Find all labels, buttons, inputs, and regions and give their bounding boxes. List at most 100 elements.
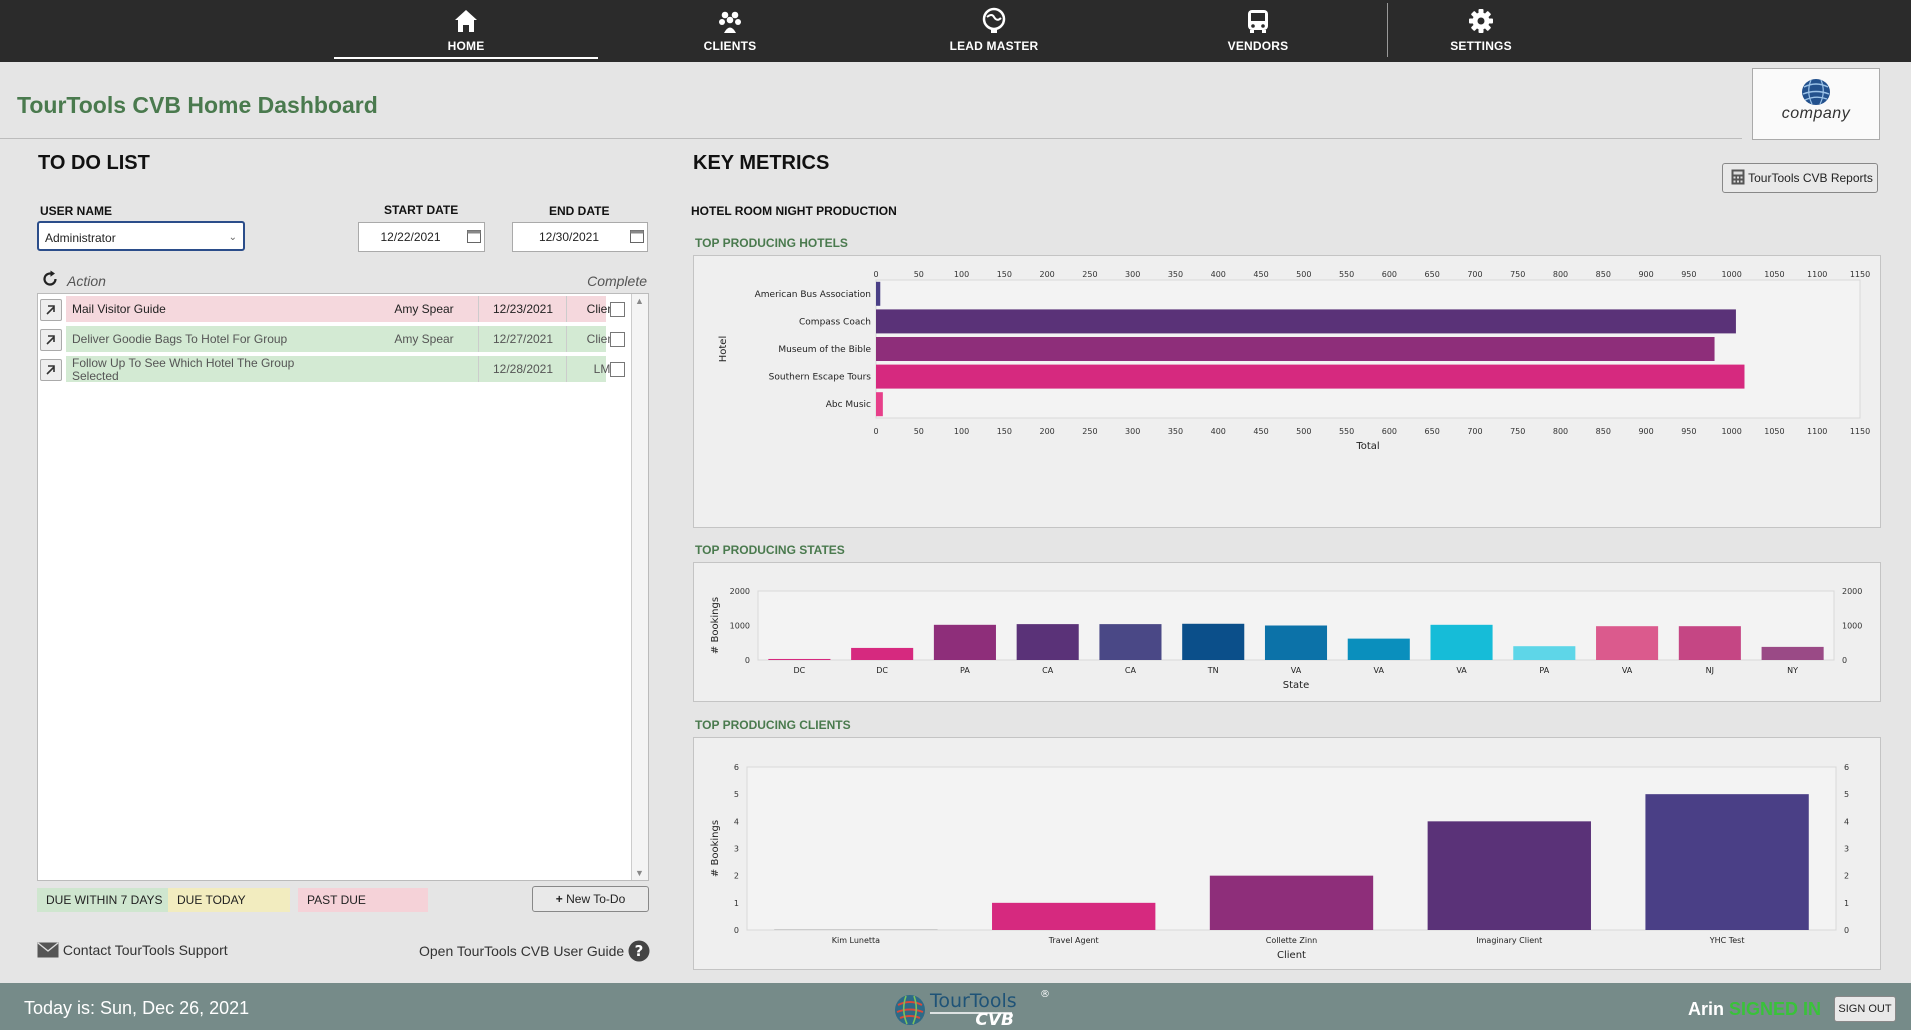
x-tick-label-top: 450 [1253,270,1268,279]
y-tick-label: 3 [734,845,739,854]
complete-checkbox[interactable] [610,362,625,377]
hotels-chart: 0 0 50 50 100 100 150 150 200 200 250 250 300 300 350 3… [718,270,1870,452]
nav-home-label: HOME [447,39,485,53]
todo-assignee [372,356,476,382]
x-tick-label: 1100 [1807,427,1827,436]
x-tick-label: 300 [1125,427,1140,436]
x-tick-label-top: 1000 [1721,270,1741,279]
globe-icon [1802,79,1830,105]
nav-vendors[interactable]: VENDORS [1126,0,1390,62]
x-tick-label-top: 1050 [1764,270,1784,279]
refresh-icon[interactable] [41,270,59,288]
calendar-icon[interactable] [466,228,482,244]
end-date-field[interactable]: 12/30/2021 [512,222,648,252]
key-metrics-heading: KEY METRICS [693,152,830,174]
todo-scrollbar[interactable]: ▲ ▼ [631,294,648,880]
signed-in-status: Arin SIGNED IN [1688,999,1821,1020]
y-axis-label: # Bookings [710,597,721,654]
bar [1264,625,1328,660]
nav-lead-master[interactable]: LEAD MASTER [862,0,1126,62]
y-tick-label: 2 [734,872,739,881]
nav-clients[interactable]: CLIENTS [598,0,862,62]
complete-checkbox[interactable] [610,302,625,317]
open-item-icon[interactable] [40,329,62,351]
bar [933,624,996,660]
reports-button-label: TourTools CVB Reports [1748,171,1873,185]
nav-vendors-label: VENDORS [1227,39,1289,53]
nav-settings-label: SETTINGS [1450,39,1512,53]
nav-settings[interactable]: SETTINGS [1349,0,1613,62]
mail-icon [37,942,59,958]
help-icon: ? [628,940,650,962]
nav-clients-label: CLIENTS [703,39,757,53]
status-bar: Today is: Sun, Dec 26, 2021 TourTools CV… [0,983,1911,1030]
scroll-up-icon[interactable]: ▲ [635,296,644,306]
start-date-label: START DATE [384,203,459,217]
todo-row[interactable]: Follow Up To See Which Hotel The Group S… [38,356,632,384]
y-tick-label: 0 [745,656,750,665]
hotels-chart-panel: 0 0 50 50 100 100 150 150 200 200 250 250 300 300 350 3… [693,255,1881,528]
end-date-value: 12/30/2021 [538,230,600,244]
user-guide-link[interactable]: Open TourTools CVB User Guide ? [419,940,650,962]
x-tick-label-top: 850 [1596,270,1611,279]
y-tick-label-right: 4 [1844,817,1849,826]
x-axis-label: State [1283,680,1309,691]
x-tick-label-top: 250 [1082,270,1097,279]
x-tick-label: 350 [1168,427,1183,436]
calendar-icon[interactable] [629,228,645,244]
open-item-icon[interactable] [40,359,62,381]
x-tick-label-top: 550 [1339,270,1354,279]
y-tick-label-right: 3 [1844,845,1849,854]
x-tick-label-top: 1150 [1850,270,1870,279]
contact-support-link[interactable]: Contact TourTools Support [37,942,228,958]
bar [1016,624,1079,660]
y-tick-label-right: 5 [1844,790,1849,799]
x-tick-label: 850 [1596,427,1611,436]
page-title: TourTools CVB Home Dashboard [17,92,378,118]
sign-out-button[interactable]: SIGN OUT [1834,996,1896,1022]
bar [1761,646,1824,660]
new-todo-button[interactable]: + New To-Do [532,886,649,912]
bar [876,309,1736,334]
user-name-select[interactable]: Administrator ⌄ [37,221,245,251]
user-name-value: Administrator [45,231,116,245]
y-tick-label: 1000 [730,622,750,631]
y-tick-label: 6 [734,763,739,772]
signed-in-label: SIGNED IN [1728,999,1821,1019]
open-item-icon[interactable] [40,299,62,321]
nav-home[interactable]: HOME [334,0,598,62]
y-tick-label-right: 1 [1844,899,1849,908]
x-tick-label-top: 800 [1553,270,1568,279]
action-column-header: Action [67,273,106,289]
y-tick-label-right: 2 [1844,872,1849,881]
y-tick-label-right: 0 [1844,926,1849,935]
x-tick-label: 400 [1211,427,1226,436]
todo-row[interactable]: Mail Visitor Guide Amy Spear 12/23/2021 … [38,296,632,324]
new-todo-label: New To-Do [566,892,626,906]
bar [1645,794,1809,930]
x-tick-label: 100 [954,427,969,436]
bar [1513,646,1576,660]
complete-checkbox[interactable] [610,332,625,347]
x-category-label: DC [794,666,806,675]
x-tick-label: 750 [1510,427,1525,436]
x-category-label: Collette Zinn [1266,936,1317,945]
x-tick-label: 800 [1553,427,1568,436]
x-tick-label: 700 [1467,427,1482,436]
scroll-down-icon[interactable]: ▼ [635,868,644,878]
x-axis-label: Total [1355,441,1379,452]
bar [1099,624,1162,660]
todo-type: Client [566,296,637,322]
user-guide-label: Open TourTools CVB User Guide [419,943,625,959]
signed-in-user: Arin [1687,999,1724,1019]
todo-row[interactable]: Deliver Goodie Bags To Hotel For Group A… [38,326,632,354]
todo-action: Follow Up To See Which Hotel The Group S… [72,356,295,383]
start-date-field[interactable]: 12/22/2021 [358,222,485,252]
clients-chart: 0 0 1 1 2 2 3 3 4 4 5 5 6 6 Kim Lunetta Travel Agent Col… [710,763,1849,961]
x-tick-label: 200 [1039,427,1054,436]
x-tick-label-top: 700 [1467,270,1482,279]
reports-button[interactable]: TourTools CVB Reports [1722,163,1878,193]
bar [1182,623,1245,660]
bar [774,929,938,930]
x-tick-label-top: 200 [1039,270,1054,279]
